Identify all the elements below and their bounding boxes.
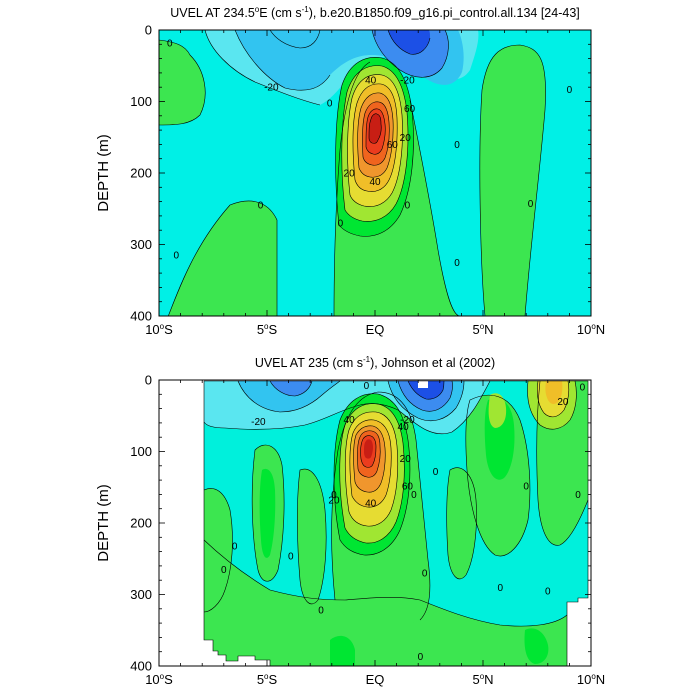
top-contour-lines (159, 30, 546, 316)
top-contour-label: 40 (369, 177, 381, 188)
top-contour-label: 0 (327, 98, 333, 109)
bottom-x-tick-label: 5oS (257, 672, 278, 687)
bottom-x-tick-label: 10oS (145, 672, 173, 687)
top-contour-label: -20 (264, 83, 279, 94)
top-negative-40 (388, 30, 430, 55)
bottom-white-notch (418, 380, 428, 388)
bottom-darkgreen-1 (259, 468, 276, 558)
bottom-contour-label: 0 (545, 586, 551, 597)
top-contour-label: 40 (365, 76, 377, 87)
bottom-contour-label: 0 (580, 383, 586, 394)
bottom-contour-label: 0 (232, 541, 238, 552)
bottom-contour-label: 0 (523, 481, 529, 492)
bottom-contour-label: 0 (411, 490, 417, 501)
bottom-green-mid-east (446, 467, 477, 579)
top-contour-label: 60 (404, 104, 416, 115)
bottom-x-tick-label: 10oN (577, 672, 605, 687)
bottom-contour-label: 20 (328, 496, 340, 507)
bottom-darkgreen-4 (524, 628, 549, 664)
bottom-contour-label: 0 (331, 490, 337, 501)
bottom-panel-title: UVEL AT 235 (cm s-1), Johnson et al (200… (255, 355, 495, 370)
bottom-contour-label: 0 (497, 583, 503, 594)
bottom-y-tick-label: 400 (130, 659, 152, 674)
top-contour-label: 0 (528, 199, 534, 210)
top-contour-label: 0 (567, 85, 573, 96)
bottom-y-tick-label: 0 (145, 373, 152, 388)
top-contour-label: 0 (173, 251, 179, 262)
bottom-green-west (204, 488, 233, 612)
bottom-y-tick-label: 200 (130, 516, 152, 531)
top-x-tick-label: EQ (366, 322, 385, 337)
bottom-green-patch-2 (297, 469, 327, 604)
bottom-contour-label: 40 (398, 422, 410, 433)
bottom-negative-40 (408, 381, 444, 400)
bottom-contour-label: 60 (402, 481, 414, 492)
bottom-y-axis-label: DEPTH (m) (95, 484, 112, 562)
top-y-tick-label: 400 (130, 309, 152, 324)
bottom-panel: UVEL AT 235 (cm s-1), Johnson et al (200… (95, 355, 605, 687)
top-y-tick-label: 100 (130, 94, 152, 109)
top-x-tick-label: 10oS (145, 322, 173, 337)
top-green-bottom-left (159, 201, 277, 316)
bottom-contour-lines (203, 380, 589, 666)
top-y-tick-label: 0 (145, 23, 152, 38)
bottom-east-surface-40 (545, 381, 563, 405)
top-contour-label: 0 (454, 140, 460, 151)
top-contour-label: -20 (400, 76, 415, 87)
top-contour-label: 0 (167, 38, 173, 49)
top-x-tick-label: 5oS (257, 322, 278, 337)
bottom-contour-label: 0 (364, 381, 370, 392)
top-contour-label: 60 (387, 140, 399, 151)
bottom-x-tick-label: 5oN (472, 672, 493, 687)
bottom-negative-30-west (270, 381, 312, 396)
bottom-darkgreen-3 (330, 635, 355, 666)
bottom-contour-label: 0 (433, 467, 439, 478)
bottom-contour-label: 0 (288, 551, 294, 562)
top-euc-80 (369, 113, 382, 144)
top-x-tick-label: 10oN (577, 322, 605, 337)
bottom-contour-label: 40 (344, 415, 356, 426)
bottom-contour-label: 0 (221, 565, 227, 576)
top-contour-label: 0 (454, 258, 460, 269)
top-y-tick-label: 200 (130, 166, 152, 181)
bottom-contour-label: 20 (400, 454, 412, 465)
top-contour-label: 20 (344, 169, 356, 180)
top-panel: UVEL AT 234.5oE (cm s-1), b.e20.B1850.f0… (95, 5, 605, 338)
bottom-contour-label: 40 (365, 498, 377, 509)
top-green-left (159, 40, 206, 125)
top-contour-label: 0 (258, 201, 264, 212)
top-y-tick-label: 300 (130, 237, 152, 252)
bottom-y-tick-label: 300 (130, 587, 152, 602)
bottom-contour-label: 0 (418, 652, 424, 663)
top-green-right (479, 45, 546, 316)
bottom-x-tick-label: EQ (366, 672, 385, 687)
bottom-contour-label: 0 (575, 490, 581, 501)
bottom-euc-80 (364, 439, 373, 459)
top-panel-title: UVEL AT 234.5oE (cm s-1), b.e20.B1850.f0… (170, 5, 580, 20)
bottom-contour-label: -20 (400, 415, 415, 426)
top-x-tick-label: 5oN (472, 322, 493, 337)
top-negative-30-left (270, 30, 320, 48)
top-contour-label: 0 (405, 201, 411, 212)
top-contour-label: 0 (338, 219, 344, 230)
bottom-contour-label: -20 (251, 417, 266, 428)
bottom-east-green-small (488, 393, 507, 428)
bottom-y-tick-label: 100 (130, 444, 152, 459)
bottom-contour-label: 0 (422, 569, 428, 580)
bottom-contour-label: 0 (318, 606, 324, 617)
bottom-negative-20 (238, 381, 340, 412)
top-contour-label: 20 (400, 133, 412, 144)
top-y-axis-label: DEPTH (m) (95, 134, 112, 212)
bottom-contour-label: 20 (557, 397, 569, 408)
